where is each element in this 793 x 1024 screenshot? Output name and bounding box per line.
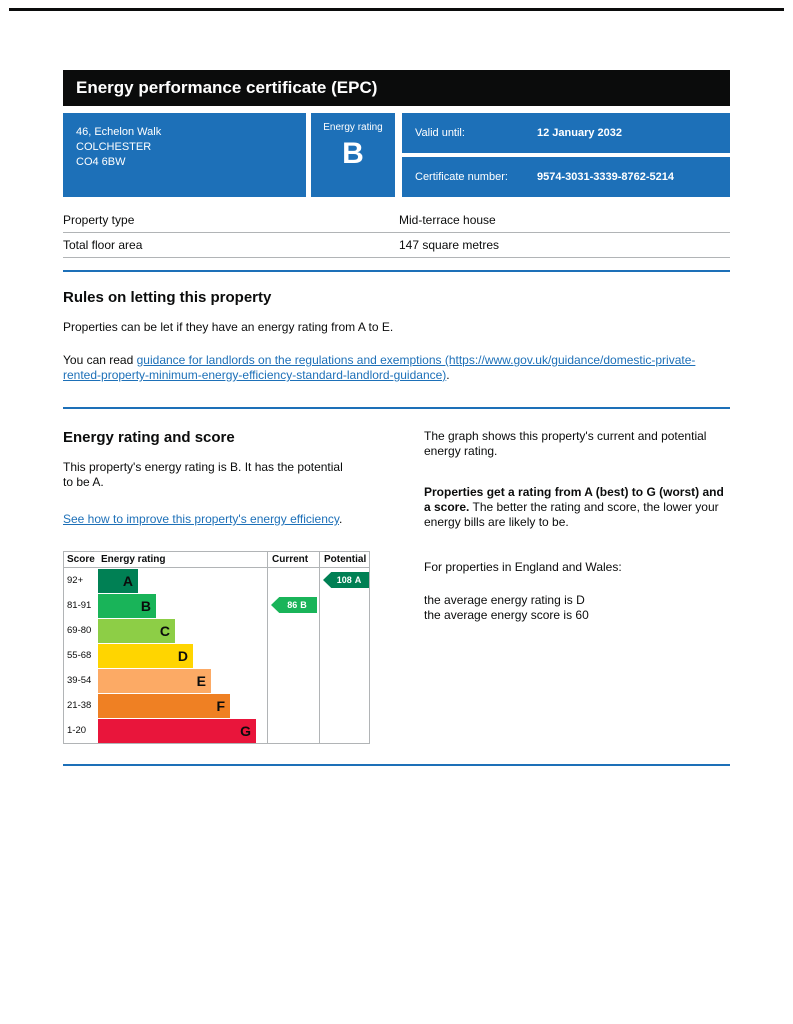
rating-band-row: 39-54 E [64,668,267,693]
band-bar-e: E [98,668,211,693]
landlord-guidance-link[interactable]: guidance for landlords on the regulation… [63,353,696,382]
rating-band-row: 69-80 C [64,618,267,643]
region-line: For properties in England and Wales: [424,560,622,574]
band-score: 55-68 [67,650,92,661]
chart-header-row: Score Energy rating Current Potential [64,552,369,568]
section-divider [63,764,730,766]
energy-rating-section: Energy rating and score This property's … [63,429,730,744]
band-score: 92+ [67,575,84,586]
rating-band-row: 21-38 F [64,693,267,718]
chart-header-current: Current [267,552,319,567]
energy-rating-chart: Score Energy rating Current Potential 92… [63,551,370,744]
chart-header-potential: Potential [319,552,369,567]
valid-until-row: Valid until: 12 January 2032 [402,113,730,153]
band-score: 81-91 [67,600,92,611]
band-bar-a: A [98,568,138,593]
rating-band-row: 55-68 D [64,643,267,668]
document-header: Energy performance certificate (EPC) [63,70,730,106]
valid-until-label: Valid until: [415,127,465,139]
table-row: Property type Mid-terrace house [63,208,730,233]
band-letter: D [177,647,188,664]
guidance-suffix: . [446,368,450,382]
band-score: 1-20 [67,725,87,736]
current-rating-marker: 86 B [271,597,317,613]
section-divider [63,270,730,272]
potential-rating-marker: 108 A [323,572,369,588]
band-bar-f: F [98,693,230,718]
energy-rating-label: Energy rating [323,122,383,133]
address-line: CO4 6BW [76,156,126,168]
address-line: 46, Echelon Walk [76,126,162,138]
band-bar-g: G [98,718,256,743]
certificate-number-value: 9574-3031-3339-8762-5214 [537,171,675,183]
validity-panel: Valid until: 12 January 2032 Certificate… [402,113,730,197]
band-letter: G [240,722,251,739]
valid-until-value: 12 January 2032 [537,127,623,139]
epc-document: Energy performance certificate (EPC) 46,… [63,70,730,766]
energy-rating-letter: B [342,137,364,170]
rules-paragraph: Properties can be let if they have an en… [63,320,394,334]
ratings-explanation: Properties get a rating from A (best) to… [424,485,730,530]
band-bar-d: D [98,643,193,668]
rating-column-left: Energy rating and score This property's … [63,429,410,744]
band-score: 21-38 [67,700,92,711]
band-letter: C [159,622,170,639]
potential-score: 108 [336,575,352,585]
rating-band-row: 81-91 B [64,593,267,618]
rating-column-right: The graph shows this property's current … [424,429,730,744]
chart-header-rating: Energy rating [101,554,166,565]
section-heading-energy-rating: Energy rating and score [63,429,235,446]
address-panel: 46, Echelon Walk COLCHESTER CO4 6BW [63,113,306,197]
band-letter: A [122,572,133,589]
ratings-bold-text: Properties get a rating from A (best) to… [424,485,724,514]
floor-area-value: 147 square metres [399,238,500,252]
section-heading-rules: Rules on letting this property [63,289,272,306]
top-border-rule [9,8,784,11]
potential-rating-column: 108 A [319,568,369,743]
band-bar-b: B [98,593,156,618]
certificate-number-label: Certificate number: [415,171,508,183]
ratings-rest-text: The better the rating and score, the low… [424,500,719,529]
rules-section: Rules on letting this property Propertie… [63,289,730,383]
average-score-line: the average energy score is 60 [424,608,589,622]
rating-band-row: 1-20 G [64,718,267,743]
improve-suffix: . [338,512,343,526]
band-letter: E [196,672,206,689]
rating-summary-text: This property's energy rating is B. It h… [63,460,343,489]
band-bar-c: C [98,618,175,643]
improve-paragraph: See how to improve this property's energ… [63,512,355,527]
table-row: Total floor area 147 square metres [63,233,730,258]
summary-band: 46, Echelon Walk COLCHESTER CO4 6BW Ener… [63,113,730,197]
chart-header-score: Score [67,554,95,565]
address-line: COLCHESTER [76,141,152,153]
band-score: 39-54 [67,675,92,686]
guidance-paragraph: You can read guidance for landlords on t… [63,353,730,383]
document-title: Energy performance certificate (EPC) [76,78,378,97]
rating-band-row: 92+ A [64,568,267,593]
band-letter: B [140,597,151,614]
band-score: 69-80 [67,625,92,636]
property-details-table: Property type Mid-terrace house Total fl… [63,208,730,258]
average-rating-line: the average energy rating is D [424,593,585,607]
guidance-prefix: You can read [63,353,137,367]
energy-rating-panel: Energy rating B [311,113,395,197]
averages-block: the average energy rating is D the avera… [424,593,730,623]
property-type-label: Property type [63,213,135,227]
current-rating-column: 86 B [267,568,319,743]
certificate-number-row: Certificate number: 9574-3031-3339-8762-… [402,157,730,197]
rating-bands: 92+ A 81-91 B 69-80 C 55-68 [64,568,267,743]
section-divider [63,407,730,409]
chart-body: 92+ A 81-91 B 69-80 C 55-68 [64,568,369,743]
potential-letter: A [354,575,362,585]
property-type-value: Mid-terrace house [399,213,496,227]
improve-efficiency-link[interactable]: See how to improve this property's energ… [63,512,339,526]
current-letter: B [300,600,307,610]
current-score: 86 [287,600,298,610]
floor-area-label: Total floor area [63,238,143,252]
graph-intro-text: The graph shows this property's current … [424,429,707,458]
band-letter: F [216,697,225,714]
